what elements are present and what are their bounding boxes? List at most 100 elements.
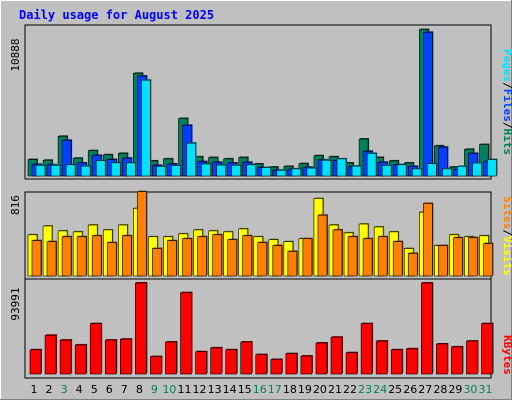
kbytes-bar-day-28 [436, 343, 448, 375]
hits-axis-max-label: 10888 [9, 38, 22, 71]
kbytes-bar-day-19 [300, 355, 313, 375]
kbytes-bars [29, 282, 494, 375]
day-label-3: 3 [61, 383, 68, 396]
pages-bar-day-4 [80, 165, 91, 177]
visits-sites-panel: 816 Sites/Visits [9, 190, 512, 280]
day-label-15: 15 [238, 383, 252, 396]
panel-border [24, 24, 492, 180]
sites-bar-day-6 [106, 242, 117, 277]
day-label-7: 7 [121, 383, 128, 396]
hits-files-pages-legend: Pages/Files/Hits [501, 49, 512, 155]
day-label-14: 14 [223, 383, 237, 396]
pages-bar-day-11 [186, 142, 196, 177]
pages-bar-day-30 [472, 162, 482, 177]
day-label-5: 5 [91, 383, 98, 396]
files-bar-day-27 [422, 32, 433, 177]
kbytes-bar-day-6 [104, 339, 117, 375]
sites-bar-day-13 [212, 234, 222, 277]
pages-bar-day-26 [411, 168, 422, 177]
sites-bar-day-21 [332, 229, 343, 277]
sites-bar-day-27 [422, 203, 433, 277]
sites-bar-day-30 [468, 237, 478, 277]
pages-bar-day-13 [216, 164, 226, 177]
pages-bar-day-6 [110, 162, 121, 177]
kbytes-bar-day-23 [360, 323, 373, 375]
day-label-27: 27 [418, 383, 432, 396]
pages-bar-day-24 [381, 165, 392, 177]
pages-bar-day-14 [231, 165, 241, 177]
pages-bar-day-31 [487, 159, 497, 177]
legend-part: Hits [501, 129, 512, 156]
sites-bar-day-14 [227, 239, 237, 277]
sites-bar-day-24 [377, 236, 388, 277]
pages-bar-day-25 [396, 164, 407, 177]
kbytes-bar-day-31 [481, 323, 493, 375]
kbytes-bar-day-11 [180, 292, 192, 375]
kbytes-bar-day-4 [74, 344, 87, 375]
sites-bar-day-23 [362, 238, 373, 277]
kbytes-bar-day-2 [44, 334, 57, 375]
legend-part: Sites [501, 196, 512, 229]
day-label-19: 19 [298, 383, 312, 396]
day-label-22: 22 [343, 383, 357, 396]
hits-files-pages-bars [27, 28, 498, 177]
kbytes-bar-day-20 [315, 342, 328, 375]
pages-bar-day-28 [442, 168, 452, 177]
day-label-6: 6 [106, 383, 113, 396]
day-label-1: 1 [31, 383, 38, 396]
sites-bar-day-11 [182, 238, 192, 277]
sites-bar-day-31 [483, 243, 493, 277]
kbytes-bar-day-14 [225, 349, 237, 375]
pages-bar-day-29 [457, 166, 467, 177]
sites-bar-day-9 [152, 248, 162, 277]
sites-bar-day-19 [302, 238, 313, 277]
sites-bar-day-16 [257, 242, 268, 277]
legend-part: Files [501, 89, 512, 122]
sites-bar-day-22 [347, 236, 358, 277]
kbytes-axis-max-label: 93991 [9, 287, 22, 320]
day-axis-labels: 1 2 3 4 5 6 7 8 9 10 11 12 13 14 15 16 17 18 19 20 21 22 23 24 2… [31, 383, 493, 396]
visits-axis-max-label: 816 [9, 195, 22, 215]
sites-bar-day-20 [317, 214, 328, 277]
pages-bar-day-10 [171, 165, 181, 177]
day-label-20: 20 [313, 383, 327, 396]
pages-bar-day-15 [246, 164, 256, 177]
kbytes-bar-day-17 [270, 359, 283, 375]
kbytes-bar-day-3 [59, 339, 72, 375]
legend-part: Pages [501, 49, 512, 82]
pages-bar-day-5 [95, 160, 106, 177]
pages-bar-day-19 [306, 167, 317, 177]
sites-bar-day-12 [197, 236, 207, 277]
sites-visits-legend: Sites/Visits [501, 196, 512, 276]
pages-bar-day-1 [35, 165, 46, 177]
day-label-28: 28 [433, 383, 447, 396]
kbytes-bar-day-25 [390, 349, 403, 375]
day-label-11: 11 [178, 383, 192, 396]
kbytes-bar-day-12 [195, 351, 207, 375]
sites-bar-day-25 [392, 241, 403, 277]
kbytes-bar-day-8 [135, 282, 147, 375]
pages-bar-day-18 [291, 168, 302, 177]
sites-bar-day-7 [122, 235, 132, 277]
pages-bar-day-27 [426, 163, 437, 177]
kbytes-bar-day-1 [29, 349, 42, 375]
kbytes-bar-day-15 [240, 341, 252, 375]
pages-bar-day-23 [366, 153, 377, 177]
day-label-23: 23 [358, 383, 372, 396]
hits-files-pages-panel: 10888 Pages/Files/Hits [9, 24, 512, 180]
sites-bar-day-1 [31, 240, 42, 277]
day-label-26: 26 [403, 383, 417, 396]
kbytes-bar-day-16 [255, 354, 268, 375]
sites-bar-day-15 [242, 235, 252, 277]
kbytes-bar-day-26 [405, 348, 418, 375]
sites-bar-day-3 [61, 236, 72, 277]
day-label-8: 8 [136, 383, 143, 396]
kbytes-bar-day-10 [165, 341, 177, 375]
legend-part: / [501, 122, 512, 129]
pages-bar-day-9 [156, 166, 166, 177]
pages-bar-day-7 [126, 162, 136, 177]
day-label-24: 24 [373, 383, 387, 396]
legend-part: Visits [501, 236, 512, 276]
